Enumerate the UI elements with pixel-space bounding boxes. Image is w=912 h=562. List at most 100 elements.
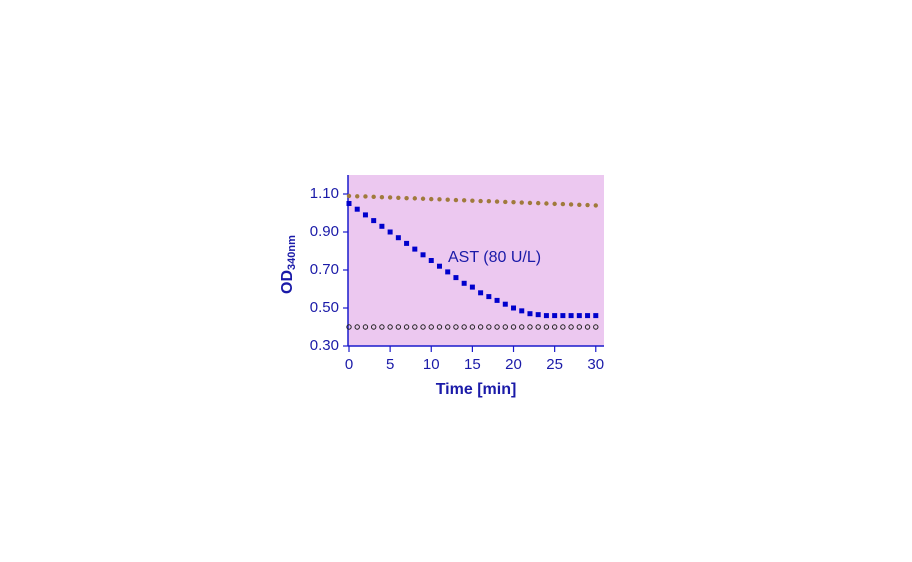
point <box>395 235 401 241</box>
point <box>420 196 426 201</box>
point <box>354 206 360 212</box>
point <box>494 199 500 204</box>
point <box>486 199 492 204</box>
point <box>445 197 450 202</box>
point <box>486 324 492 330</box>
point <box>593 313 599 319</box>
point <box>494 297 500 303</box>
point <box>577 202 582 208</box>
point <box>428 258 434 263</box>
point <box>412 196 418 201</box>
point <box>387 324 393 330</box>
point <box>346 324 352 330</box>
point <box>552 313 558 319</box>
point <box>436 324 443 330</box>
point <box>412 246 418 252</box>
point <box>470 198 475 203</box>
point <box>461 324 467 330</box>
point <box>502 301 508 307</box>
point <box>445 324 451 330</box>
point <box>535 324 541 330</box>
x-axis-label: Time [min] <box>436 381 517 398</box>
x-tick-label: 30 <box>587 356 604 373</box>
point <box>477 324 484 330</box>
point <box>346 201 352 206</box>
x-tick-label: 0 <box>345 356 353 373</box>
point <box>576 324 583 330</box>
point <box>585 313 591 319</box>
point <box>428 324 434 330</box>
point <box>379 223 385 229</box>
point <box>568 313 574 319</box>
point <box>469 324 476 330</box>
point <box>527 324 533 330</box>
point <box>478 198 483 204</box>
point <box>436 263 442 269</box>
point <box>543 313 549 319</box>
point <box>511 199 516 205</box>
point <box>395 324 402 330</box>
y-tick-label: 0.50 <box>310 299 339 316</box>
y-tick-label: 1.10 <box>310 185 339 202</box>
point <box>535 312 541 318</box>
point <box>552 201 557 207</box>
point <box>363 194 368 199</box>
point <box>420 324 426 330</box>
point <box>403 324 410 330</box>
point <box>576 313 582 319</box>
point <box>362 212 368 218</box>
point <box>453 275 459 281</box>
point <box>560 201 566 207</box>
point <box>370 324 377 330</box>
point <box>461 198 467 203</box>
point <box>519 324 525 330</box>
point <box>593 324 599 330</box>
y-axis-label-sub: 340nm <box>286 235 298 270</box>
point <box>346 193 352 199</box>
point <box>387 195 393 200</box>
y-tick-label: 0.30 <box>310 337 339 354</box>
point <box>560 324 566 330</box>
point <box>486 294 492 300</box>
annotation: AST (80 U/L) <box>448 249 541 266</box>
point <box>354 324 360 330</box>
y-tick-label: 0.90 <box>310 223 339 240</box>
point <box>560 313 566 319</box>
point <box>461 280 467 286</box>
point <box>387 229 393 235</box>
point <box>371 218 377 224</box>
point <box>404 195 409 201</box>
point <box>412 324 418 330</box>
point <box>585 202 590 208</box>
x-tick-label: 25 <box>546 356 563 373</box>
y-axis-label-main: OD <box>279 270 296 294</box>
point <box>379 324 385 330</box>
point <box>519 200 524 205</box>
point <box>362 324 369 330</box>
point <box>453 197 459 203</box>
point <box>503 199 508 205</box>
point <box>396 195 401 200</box>
point <box>453 324 459 330</box>
point <box>519 308 525 314</box>
point <box>544 201 549 206</box>
point <box>494 324 500 330</box>
point <box>420 252 426 258</box>
y-tick-label: 0.70 <box>310 261 339 278</box>
x-tick-label: 20 <box>505 356 522 373</box>
point <box>568 324 574 330</box>
point <box>584 324 591 330</box>
point <box>535 200 541 206</box>
point <box>543 324 550 330</box>
point <box>404 240 410 246</box>
point <box>593 203 598 208</box>
x-tick-label: 5 <box>386 356 394 373</box>
x-tick-label: 10 <box>423 356 440 373</box>
point <box>527 200 533 206</box>
point <box>478 290 484 296</box>
point <box>437 197 442 202</box>
point <box>510 324 517 330</box>
point <box>379 195 385 200</box>
point <box>551 324 558 330</box>
x-tick-label: 15 <box>464 356 481 373</box>
